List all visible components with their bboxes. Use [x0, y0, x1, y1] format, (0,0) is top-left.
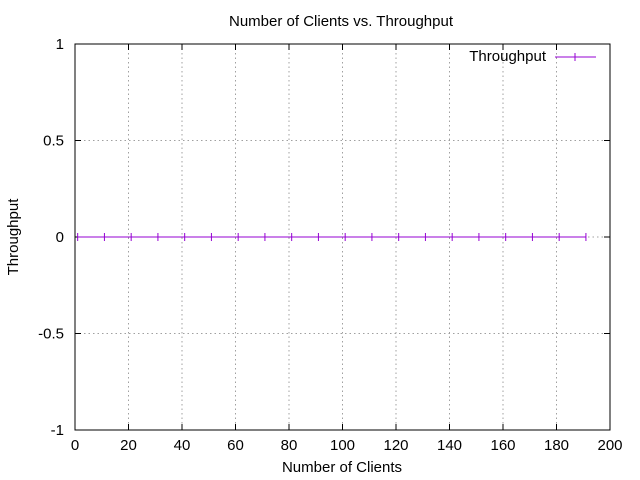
legend-label-throughput: Throughput [469, 48, 547, 65]
series [77, 233, 587, 241]
x-tick-label: 20 [120, 437, 137, 454]
x-tick-label: 120 [383, 437, 408, 454]
x-tick-label: 180 [544, 437, 569, 454]
x-tick-label: 100 [330, 437, 355, 454]
y-tick-label: -0.5 [38, 326, 64, 343]
x-axis-label: Number of Clients [282, 459, 402, 476]
y-tick-label: -1 [51, 422, 64, 439]
plot-border [74, 43, 611, 431]
x-tick-label: 0 [71, 437, 79, 454]
legend: Throughput [469, 48, 596, 65]
y-tick-label: 1 [56, 36, 64, 53]
x-tick-label: 200 [597, 437, 622, 454]
y-tick-label: 0.5 [43, 133, 64, 150]
x-tick-label: 140 [437, 437, 462, 454]
x-tick-label: 60 [227, 437, 244, 454]
chart-title: Number of Clients vs. Throughput [229, 13, 454, 30]
x-tick-label: 160 [490, 437, 515, 454]
y-tick-label: 0 [56, 229, 64, 246]
x-tick-label: 40 [174, 437, 191, 454]
x-tick-label: 80 [281, 437, 298, 454]
axis-tick-labels: 0 20 40 60 80 100 120 140 160 180 200 -1 -0.5 0 0.5 1 [38, 36, 622, 454]
y-axis-label: Throughput [5, 198, 22, 276]
